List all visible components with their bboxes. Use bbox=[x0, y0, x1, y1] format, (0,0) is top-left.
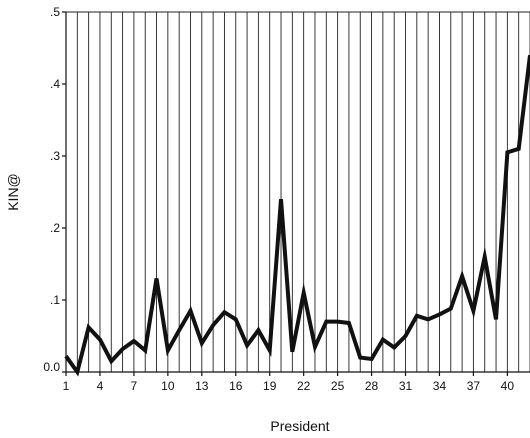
x-axis-label: President bbox=[270, 418, 329, 434]
x-tick-label: 34 bbox=[433, 379, 447, 393]
x-tick-label: 25 bbox=[331, 379, 345, 393]
x-tick-label: 10 bbox=[161, 379, 175, 393]
x-tick-label: 22 bbox=[297, 379, 311, 393]
y-axis-ticks: 0.0 .1 .2 .3 .4 .5 bbox=[43, 5, 66, 374]
y-tick-label: .3 bbox=[50, 149, 60, 163]
x-tick-label: 7 bbox=[131, 379, 138, 393]
x-axis-ticks: 1 4 7 10 13 16 19 22 25 28 31 34 37 40 bbox=[63, 372, 515, 393]
y-tick-label: .1 bbox=[50, 293, 60, 307]
y-tick-label: .2 bbox=[50, 221, 60, 235]
x-tick-label: 37 bbox=[467, 379, 481, 393]
x-tick-label: 1 bbox=[63, 379, 70, 393]
series-group bbox=[64, 54, 530, 377]
x-tick-label: 31 bbox=[399, 379, 413, 393]
x-tick-label: 16 bbox=[229, 379, 243, 393]
y-axis-label: KIN@ bbox=[5, 173, 21, 211]
y-tick-label: .4 bbox=[50, 77, 60, 91]
x-tick-label: 4 bbox=[97, 379, 104, 393]
x-tick-label: 13 bbox=[195, 379, 209, 393]
x-tick-label: 28 bbox=[365, 379, 379, 393]
x-tick-label: 40 bbox=[501, 379, 515, 393]
y-tick-label: .5 bbox=[50, 5, 60, 19]
y-tick-label: 0.0 bbox=[43, 360, 60, 374]
x-tick-label: 19 bbox=[263, 379, 277, 393]
series-line bbox=[64, 54, 530, 377]
